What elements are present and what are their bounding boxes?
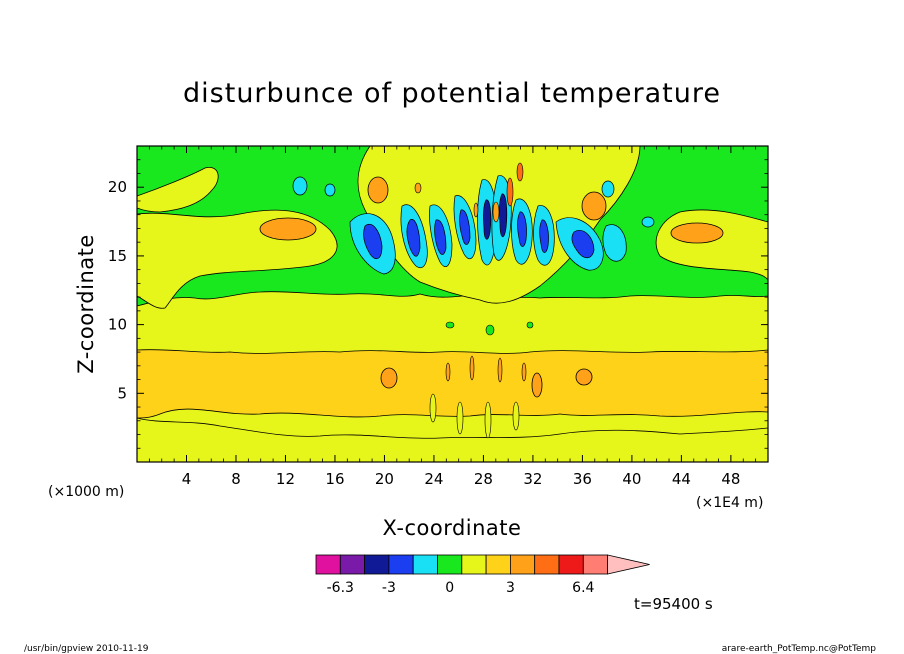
colorbar-swatch bbox=[412, 554, 438, 575]
x-tick-label: 12 bbox=[276, 470, 295, 488]
wave-structure bbox=[292, 175, 655, 275]
colorbar-swatch bbox=[388, 554, 414, 575]
colorbar-tick-label: -3 bbox=[382, 580, 396, 596]
ripple-streaks bbox=[445, 355, 527, 383]
orange-blob-left bbox=[259, 217, 317, 241]
colorbar-swatch bbox=[364, 554, 390, 575]
orange-blob-low-right bbox=[575, 368, 593, 386]
x-tick-label: 36 bbox=[573, 470, 592, 488]
x-axis-title: X-coordinate bbox=[383, 516, 522, 540]
colorbar-swatch bbox=[485, 554, 511, 575]
y-tick-label: 15 bbox=[108, 247, 127, 265]
colorbar-arrow bbox=[607, 554, 650, 575]
x-tick-label: 44 bbox=[672, 470, 691, 488]
green-dot-left bbox=[445, 321, 455, 329]
orange-blob-upper-l bbox=[367, 176, 389, 204]
x-unit-label: (×1E4 m) bbox=[696, 495, 763, 511]
x-axis-ticks: 4 8 12 16 20 24 28 32 36 40 44 48 bbox=[148, 146, 757, 488]
footer-left: /usr/bin/gpview 2010-11-19 bbox=[24, 644, 149, 654]
colorbar-tick-label: 6.4 bbox=[572, 580, 594, 596]
orange-blob-low-mid bbox=[531, 372, 543, 398]
x-tick-label: 16 bbox=[325, 470, 344, 488]
colorbar-swatch bbox=[534, 554, 560, 575]
time-annotation: t=95400 s bbox=[634, 595, 713, 613]
colorbar-ticks: -6.3 -3 0 3 6.4 bbox=[327, 580, 595, 596]
yellow-lobe-left-top bbox=[137, 166, 219, 213]
orange-blob-right bbox=[670, 222, 724, 244]
hot-spots bbox=[414, 162, 524, 223]
band-orange bbox=[137, 349, 768, 419]
x-tick-label: 4 bbox=[182, 470, 192, 488]
ripple-streaks-yellow bbox=[429, 393, 520, 439]
colorbar-swatch bbox=[315, 554, 341, 575]
orange-blob-upper-r bbox=[581, 191, 607, 221]
band-lower-yellow bbox=[137, 417, 768, 462]
orange-blob-low-left bbox=[380, 367, 398, 389]
colorbar-swatch bbox=[437, 554, 463, 575]
colorbar bbox=[315, 554, 650, 575]
x-tick-label: 48 bbox=[721, 470, 740, 488]
y-tick-label: 10 bbox=[108, 316, 127, 334]
colorbar-swatch bbox=[339, 554, 365, 575]
colorbar-swatch bbox=[509, 554, 536, 575]
x-tick-label: 40 bbox=[622, 470, 641, 488]
colorbar-swatch bbox=[461, 554, 487, 575]
plot-frame bbox=[136, 145, 769, 463]
x-tick-label: 24 bbox=[424, 470, 443, 488]
y-tick-label: 20 bbox=[108, 178, 127, 196]
chart-title: disturbunce of potential temperature bbox=[183, 78, 721, 109]
x-tick-label: 28 bbox=[474, 470, 493, 488]
colorbar-tick-label: 0 bbox=[445, 580, 454, 596]
plot-area bbox=[137, 146, 768, 462]
y-axis-title: Z-coordinate bbox=[74, 234, 98, 374]
y-axis-ticks: 5 10 15 20 bbox=[108, 159, 768, 449]
x-tick-label: 20 bbox=[375, 470, 394, 488]
x-tick-label: 32 bbox=[523, 470, 542, 488]
y-tick-label: 5 bbox=[117, 384, 127, 402]
x-tick-label: 8 bbox=[231, 470, 241, 488]
colorbar-tick-label: -6.3 bbox=[327, 580, 354, 596]
footer-right: arare-earth_PotTemp.nc@PotTemp bbox=[722, 644, 877, 654]
green-dot-right bbox=[526, 321, 534, 329]
colorbar-swatch bbox=[558, 554, 584, 575]
colorbar-tick-label: 3 bbox=[506, 580, 515, 596]
green-dot-center bbox=[485, 324, 495, 336]
y-unit-label: (×1000 m) bbox=[48, 484, 124, 500]
colorbar-swatch bbox=[582, 554, 608, 575]
